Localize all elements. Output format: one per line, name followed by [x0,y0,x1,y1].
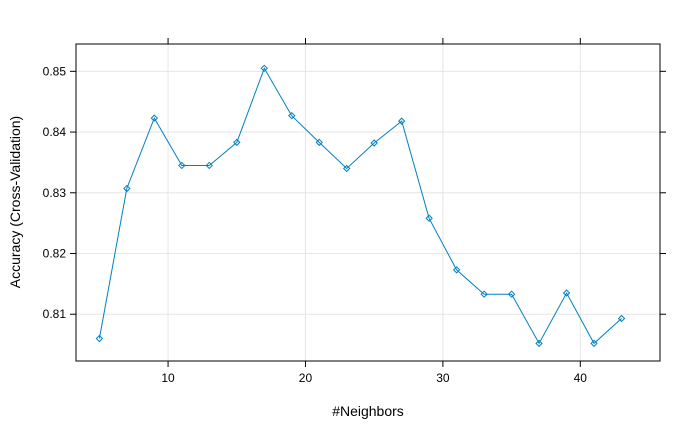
data-point [617,314,626,323]
data-point [590,339,598,348]
data-point [562,289,571,297]
data-point [342,164,351,173]
data-point [95,334,104,343]
x-tick-label: 20 [299,371,313,385]
x-axis-title: #Neighbors [332,403,404,419]
data-point [205,161,213,170]
data-point [233,138,241,147]
y-tick-label: 0.83 [43,186,67,200]
data-point [507,290,516,298]
y-tick-label: 0.82 [43,247,67,261]
data-point [480,290,488,298]
plot-frame [75,43,661,362]
data-point [288,111,296,120]
series-markers [95,64,626,348]
data-point [123,184,131,193]
grid-lines [76,44,660,361]
x-tick-label: 10 [161,371,175,385]
data-point [370,139,378,147]
data-point [150,114,159,122]
y-tick-label: 0.85 [43,64,67,78]
data-point [397,117,406,125]
data-point [178,161,186,170]
series-line [98,67,622,345]
y-tick-label: 0.81 [43,307,67,321]
x-tick-label: 30 [436,371,450,385]
data-point [425,214,433,222]
tick-labels: 10 20 30 40 0.81 0.82 0.83 0.84 0.85 [43,64,588,385]
axis-ticks [70,38,666,367]
data-point [260,64,268,72]
data-point [535,339,543,348]
data-point [452,266,461,274]
x-tick-label: 40 [574,371,588,385]
y-tick-label: 0.84 [43,125,67,139]
data-point [315,138,323,147]
y-axis-title: Accuracy (Cross-Validation) [7,116,23,288]
